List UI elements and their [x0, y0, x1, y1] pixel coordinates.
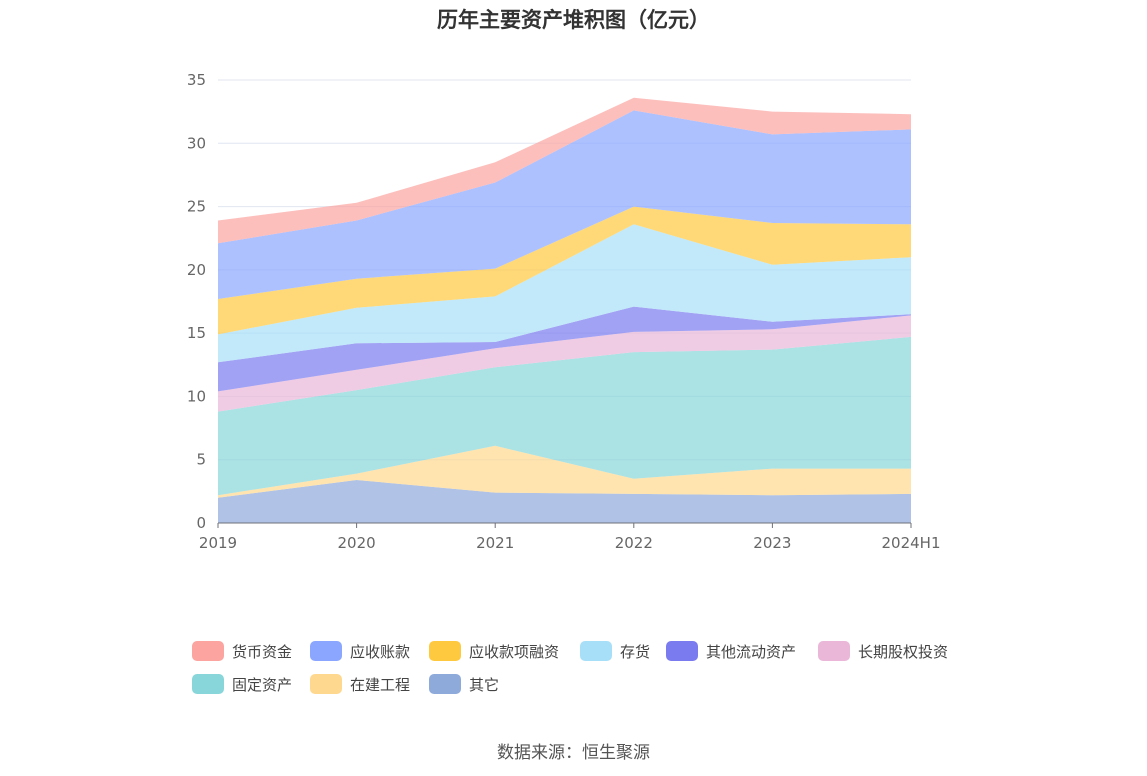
x-tick-label: 2019 — [199, 534, 237, 552]
area-在建工程 — [218, 445, 911, 498]
legend-label: 应收账款 — [350, 642, 411, 661]
area-货币资金 — [218, 97, 911, 244]
y-tick-label: 15 — [187, 324, 206, 342]
axes: 0 5 10 15 20 25 30 35 2019 2020 2021 2022 2023 2024H1 — [187, 71, 941, 552]
legend-swatch — [429, 674, 461, 694]
x-tick-label: 2023 — [753, 534, 791, 552]
legend-item[interactable]: 应收款项融资 — [429, 640, 559, 662]
legend-item[interactable]: 其他流动资产 — [666, 640, 796, 662]
legend-swatch — [192, 641, 224, 661]
area-其它 — [218, 480, 911, 523]
legend-item[interactable]: 其它 — [429, 673, 499, 695]
legend-item[interactable]: 存货 — [580, 640, 650, 662]
x-tick-label: 2020 — [338, 534, 376, 552]
legend-swatch — [429, 641, 461, 661]
legend-swatch — [192, 674, 224, 694]
legend-label: 货币资金 — [232, 642, 293, 661]
area-固定资产 — [218, 336, 911, 496]
source-note: 数据来源：恒生聚源 — [497, 743, 650, 763]
legend-item[interactable]: 在建工程 — [310, 673, 410, 695]
y-tick-label: 20 — [187, 261, 206, 279]
area-series — [218, 97, 911, 523]
area-长期股权投资 — [218, 315, 911, 412]
legend-swatch — [310, 674, 342, 694]
legend-label: 长期股权投资 — [858, 642, 949, 661]
y-tick-label: 10 — [187, 387, 206, 405]
legend-label: 其它 — [469, 675, 500, 694]
area-应收账款 — [218, 110, 911, 300]
x-tick-label: 2021 — [476, 534, 514, 552]
y-tick-label: 25 — [187, 198, 206, 216]
legend-item[interactable]: 固定资产 — [192, 673, 292, 695]
legend-item[interactable]: 长期股权投资 — [818, 640, 948, 662]
legend-item[interactable]: 应收账款 — [310, 640, 410, 662]
stacked-area-chart: 0 5 10 15 20 25 30 35 2019 2020 2021 2022 2023 2024H1 — [187, 71, 941, 552]
legend-swatch — [666, 641, 698, 661]
area-其他流动资产 — [218, 306, 911, 392]
x-tick-label: 2022 — [615, 534, 653, 552]
area-存货 — [218, 224, 911, 363]
legend-label: 固定资产 — [232, 675, 293, 694]
y-tick-label: 35 — [187, 71, 206, 89]
legend-label: 在建工程 — [350, 675, 411, 694]
legend-label: 存货 — [620, 642, 651, 661]
area-应收款项融资 — [218, 206, 911, 335]
legend-swatch — [580, 641, 612, 661]
y-tick-label: 5 — [196, 451, 206, 469]
chart-title: 历年主要资产堆积图（亿元） — [437, 8, 710, 32]
legend-item[interactable]: 货币资金 — [192, 640, 292, 662]
legend-label: 应收款项融资 — [469, 642, 560, 661]
y-tick-label: 30 — [187, 134, 206, 152]
legend-swatch — [310, 641, 342, 661]
legend-swatch — [818, 641, 850, 661]
x-tick-label: 2024H1 — [882, 534, 941, 552]
legend-label: 其他流动资产 — [706, 642, 797, 661]
y-tick-label: 0 — [196, 514, 206, 532]
